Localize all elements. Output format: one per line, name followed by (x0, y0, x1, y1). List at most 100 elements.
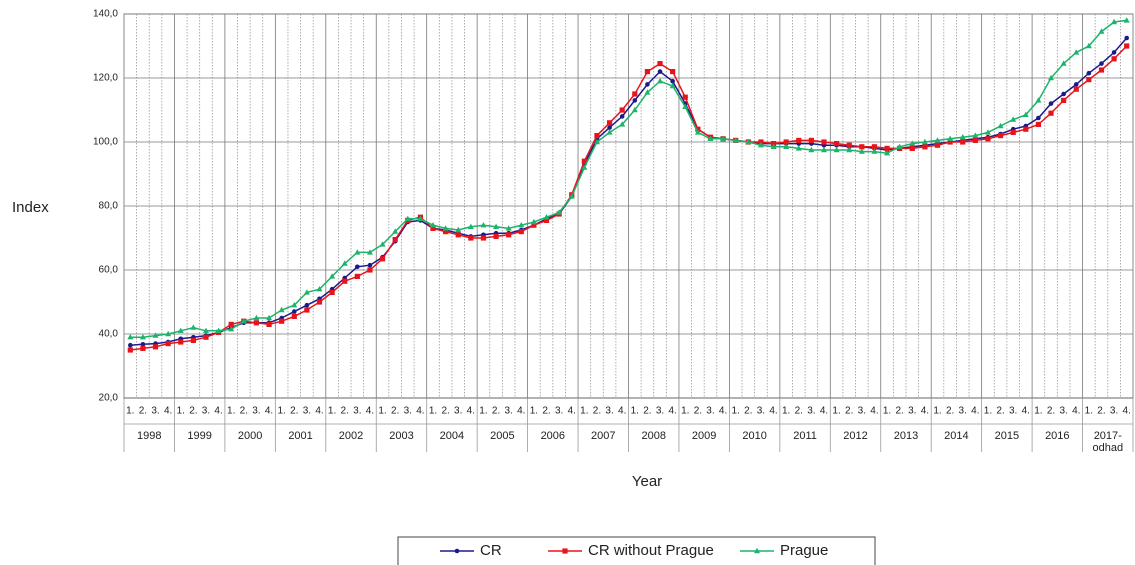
data-point (593, 138, 600, 145)
x-tick-label: 4. (618, 406, 626, 417)
data-point (291, 309, 297, 314)
x-tick-label: 4. (265, 406, 273, 417)
data-point (606, 120, 613, 126)
data-point (972, 132, 979, 138)
data-point (165, 330, 172, 337)
data-point (152, 344, 159, 350)
x-tick-label: 4. (719, 406, 727, 417)
data-point (392, 237, 398, 243)
x-tick-label: 3. (908, 406, 916, 417)
data-point (165, 341, 171, 347)
x-tick-label: 2. (795, 406, 803, 417)
data-point (266, 314, 273, 321)
x-tick-label: 2. (189, 406, 197, 417)
data-point (922, 144, 928, 150)
data-point (1048, 74, 1055, 81)
data-point (645, 82, 650, 87)
y-tick-label: 100,0 (93, 137, 118, 148)
x-group-label: 2004 (439, 430, 465, 442)
y-axis-label: Index (12, 199, 49, 216)
data-point (972, 137, 978, 143)
y-tick-label: 60,0 (99, 265, 119, 276)
data-point (921, 138, 928, 145)
data-point (1048, 110, 1054, 116)
x-tick-label: 1. (328, 406, 336, 417)
data-point (1124, 43, 1130, 49)
data-point (480, 222, 487, 228)
data-point (834, 141, 840, 147)
x-tick-label: 1. (631, 406, 639, 417)
x-tick-label: 4. (971, 406, 979, 417)
y-tick-label: 40,0 (99, 329, 119, 340)
data-point (430, 222, 437, 228)
data-point (682, 94, 688, 100)
data-point (266, 321, 272, 327)
data-point (795, 145, 802, 151)
x-group-label: 2007 (591, 430, 616, 442)
data-point (316, 286, 323, 292)
data-point (1111, 50, 1117, 55)
x-tick-label: 2. (593, 406, 601, 417)
x-group-label: 2015 (994, 430, 1020, 442)
data-point (228, 321, 234, 327)
data-point (1048, 101, 1054, 106)
data-point (934, 142, 941, 148)
x-group-label: 2013 (893, 430, 919, 442)
data-point (947, 135, 954, 141)
x-tick-label: 4. (1123, 406, 1131, 417)
x-tick-label: 1. (177, 406, 185, 417)
data-point (720, 135, 727, 141)
data-point (606, 129, 613, 135)
data-point (997, 133, 1004, 139)
x-group-label: 2012 (843, 430, 868, 442)
data-point (1085, 42, 1092, 49)
data-point (808, 146, 815, 153)
x-tick-label: 2. (895, 406, 903, 417)
data-point (1022, 111, 1029, 117)
x-tick-label: 3. (404, 406, 412, 417)
data-point (455, 226, 462, 233)
x-tick-label: 4. (668, 406, 676, 417)
data-point (518, 222, 525, 228)
x-tick-label: 3. (454, 406, 462, 417)
data-point (140, 345, 146, 351)
x-tick-label: 3. (1110, 406, 1118, 417)
x-tick-label: 4. (921, 406, 929, 417)
data-point (632, 91, 638, 97)
x-tick-label: 3. (605, 406, 613, 417)
data-point (1023, 126, 1029, 132)
x-tick-label: 4. (416, 406, 424, 417)
data-point (1098, 28, 1105, 34)
data-point (1060, 60, 1067, 66)
data-point (291, 313, 297, 319)
x-tick-label: 2. (744, 406, 752, 417)
data-point (631, 106, 638, 113)
x-group-label: 2003 (389, 430, 414, 442)
data-point (820, 146, 827, 153)
data-point (367, 267, 373, 273)
data-point (1086, 70, 1092, 76)
data-point (329, 273, 336, 279)
y-tick-label: 80,0 (99, 201, 119, 212)
x-tick-label: 1. (227, 406, 235, 417)
x-tick-label: 2. (542, 406, 550, 417)
data-point (1073, 86, 1079, 92)
data-point (202, 327, 209, 333)
data-point (754, 547, 760, 554)
x-tick-label: 3. (505, 406, 513, 417)
x-tick-label: 2. (1097, 406, 1105, 417)
x-tick-label: 2. (139, 406, 147, 417)
data-point (884, 150, 891, 156)
data-point (303, 289, 310, 295)
data-point (707, 135, 714, 141)
data-point (846, 142, 852, 148)
data-point (392, 228, 399, 234)
data-point (632, 98, 638, 103)
data-point (770, 141, 777, 147)
data-point (947, 139, 953, 145)
x-group-label: 2001 (288, 430, 313, 442)
data-point (1124, 35, 1129, 41)
legend-label: Prague (780, 542, 828, 559)
x-tick-label: 4. (870, 406, 878, 417)
